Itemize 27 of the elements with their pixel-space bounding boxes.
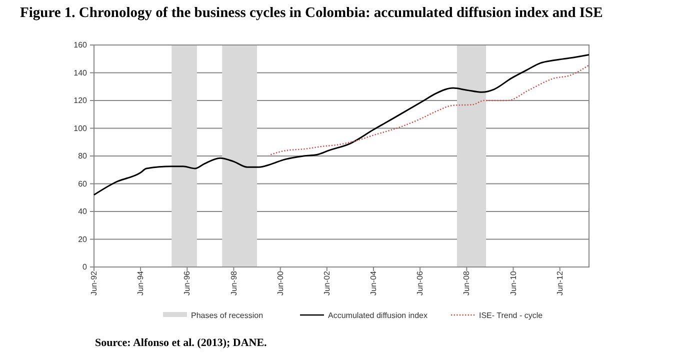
y-tick-label: 80: [78, 152, 88, 161]
line-series: [93, 54, 590, 196]
x-tick-label: Jun-94: [136, 270, 146, 296]
x-tick-label: Jun-00: [276, 270, 285, 296]
x-tick-label: Jun-04: [369, 270, 378, 296]
x-tick-label: Jun-06: [416, 270, 425, 296]
legend-label: Phases of recession: [191, 311, 264, 320]
y-tick-label: 60: [78, 179, 88, 188]
x-tick-label: Jun-10: [508, 270, 518, 296]
y-tick-label: 0: [82, 262, 88, 272]
source-note: Source: Alfonso et al. (2013); DANE.: [95, 337, 268, 349]
x-tick-label: Jun-98: [229, 270, 238, 296]
y-tick-label: 40: [78, 207, 88, 216]
line-series: [270, 64, 590, 156]
x-tick-label: Jun-12: [555, 270, 564, 296]
y-tick-label: 160: [74, 40, 88, 50]
y-tick-label: 140: [74, 68, 88, 78]
legend-label: ISE- Trend - cycle: [479, 311, 544, 320]
x-tick-label: Jun-96: [182, 270, 192, 296]
y-tick-label: 20: [78, 234, 88, 244]
y-tick-label: 120: [74, 96, 88, 106]
x-tick-label: Jun-08: [462, 270, 472, 296]
y-tick-label: 100: [74, 124, 88, 133]
chart-title: Figure 1. Chronology of the business cycles in Colombia: accumulated diffusion index and ISE: [20, 5, 603, 21]
x-tick-label: Jun-92: [90, 270, 99, 296]
x-tick-label: Jun-02: [322, 270, 332, 296]
legend-label: Accumulated diffusion index: [328, 311, 428, 320]
